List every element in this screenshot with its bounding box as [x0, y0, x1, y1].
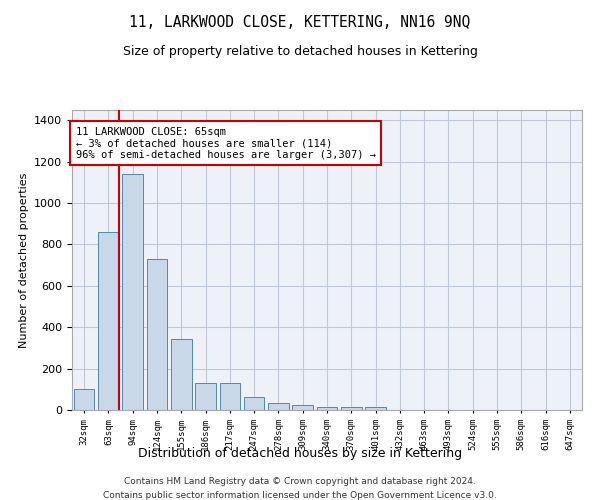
Bar — [365, 408, 386, 410]
Bar — [317, 407, 337, 410]
Bar — [122, 174, 143, 410]
Text: Distribution of detached houses by size in Kettering: Distribution of detached houses by size … — [138, 448, 462, 460]
Y-axis label: Number of detached properties: Number of detached properties — [19, 172, 29, 348]
Text: Contains public sector information licensed under the Open Government Licence v3: Contains public sector information licen… — [103, 491, 497, 500]
Text: 11 LARKWOOD CLOSE: 65sqm
← 3% of detached houses are smaller (114)
96% of semi-d: 11 LARKWOOD CLOSE: 65sqm ← 3% of detache… — [76, 126, 376, 160]
Bar — [171, 338, 191, 410]
Bar — [244, 396, 265, 410]
Bar — [74, 390, 94, 410]
Bar — [341, 407, 362, 410]
Bar — [195, 383, 216, 410]
Bar — [268, 404, 289, 410]
Bar — [146, 259, 167, 410]
Bar — [292, 406, 313, 410]
Text: Size of property relative to detached houses in Kettering: Size of property relative to detached ho… — [122, 45, 478, 58]
Bar — [98, 232, 119, 410]
Bar — [220, 383, 240, 410]
Text: Contains HM Land Registry data © Crown copyright and database right 2024.: Contains HM Land Registry data © Crown c… — [124, 478, 476, 486]
Text: 11, LARKWOOD CLOSE, KETTERING, NN16 9NQ: 11, LARKWOOD CLOSE, KETTERING, NN16 9NQ — [130, 15, 470, 30]
